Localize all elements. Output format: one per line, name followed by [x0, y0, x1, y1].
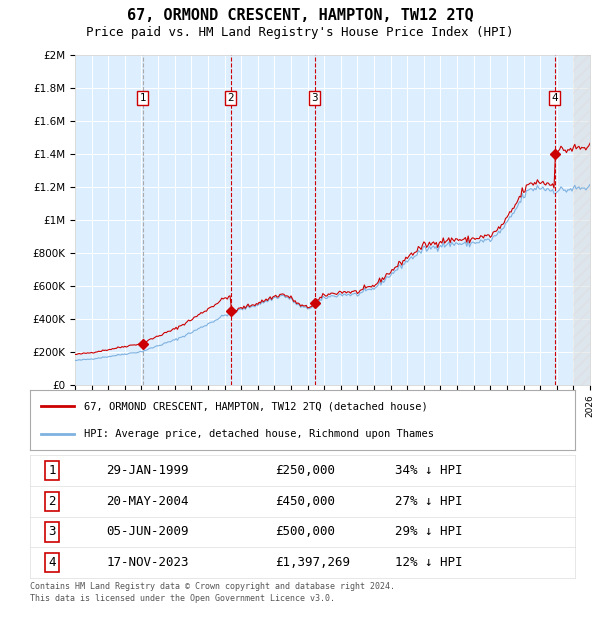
Text: 3: 3: [311, 93, 318, 103]
Text: 2: 2: [227, 93, 234, 103]
Text: 4: 4: [48, 556, 56, 569]
Text: 34% ↓ HPI: 34% ↓ HPI: [395, 464, 463, 477]
Text: 4: 4: [551, 93, 558, 103]
Text: 05-JUN-2009: 05-JUN-2009: [106, 525, 189, 538]
Text: This data is licensed under the Open Government Licence v3.0.: This data is licensed under the Open Gov…: [30, 594, 335, 603]
Text: 29% ↓ HPI: 29% ↓ HPI: [395, 525, 463, 538]
Text: 67, ORMOND CRESCENT, HAMPTON, TW12 2TQ: 67, ORMOND CRESCENT, HAMPTON, TW12 2TQ: [127, 8, 473, 23]
Text: £250,000: £250,000: [275, 464, 335, 477]
Text: 3: 3: [48, 525, 56, 538]
Text: 29-JAN-1999: 29-JAN-1999: [106, 464, 189, 477]
Bar: [574, 55, 590, 385]
Text: 1: 1: [48, 464, 56, 477]
Text: £500,000: £500,000: [275, 525, 335, 538]
Text: £1,397,269: £1,397,269: [275, 556, 350, 569]
Text: 1: 1: [139, 93, 146, 103]
Text: HPI: Average price, detached house, Richmond upon Thames: HPI: Average price, detached house, Rich…: [85, 429, 434, 439]
Text: 27% ↓ HPI: 27% ↓ HPI: [395, 495, 463, 508]
Text: £450,000: £450,000: [275, 495, 335, 508]
Text: 17-NOV-2023: 17-NOV-2023: [106, 556, 189, 569]
Text: Price paid vs. HM Land Registry's House Price Index (HPI): Price paid vs. HM Land Registry's House …: [86, 26, 514, 39]
Text: 12% ↓ HPI: 12% ↓ HPI: [395, 556, 463, 569]
Text: 20-MAY-2004: 20-MAY-2004: [106, 495, 189, 508]
Text: 2: 2: [48, 495, 56, 508]
Text: 67, ORMOND CRESCENT, HAMPTON, TW12 2TQ (detached house): 67, ORMOND CRESCENT, HAMPTON, TW12 2TQ (…: [85, 401, 428, 411]
Text: Contains HM Land Registry data © Crown copyright and database right 2024.: Contains HM Land Registry data © Crown c…: [30, 582, 395, 591]
